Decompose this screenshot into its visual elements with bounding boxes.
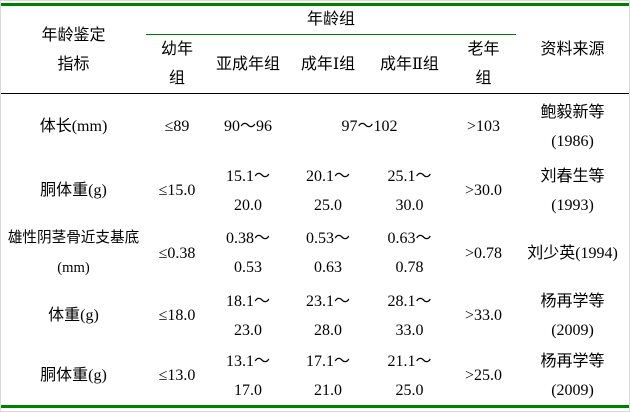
value-cell-subadult: 15.1～ 20.0 xyxy=(225,167,270,214)
value-cell-adult1: 23.1～ 28.0 xyxy=(305,292,350,339)
value-cell-subadult: 0.38～ 0.53 xyxy=(225,230,270,276)
value-cell-adult-merged: 97～102 xyxy=(341,118,398,136)
value-cell-old: >30.0 xyxy=(465,182,503,199)
row-indicator-cell: 胴体重(g) xyxy=(40,367,107,384)
header-row-subcolumns: 幼年 组 亚成年组 成年Ⅰ组 成年Ⅱ组 老年 组 xyxy=(1,34,629,94)
value-cell-subadult: 18.1～ 23.0 xyxy=(225,292,270,339)
age-identification-table: 年龄鉴定 指标 年龄组 资料来源 幼年 组 亚成年组 成年Ⅰ组 成年Ⅱ组 老年 … xyxy=(1,3,629,408)
header-col-adult1: 成年Ⅰ组 xyxy=(288,34,368,94)
source-cell: 刘春生等 (1993) xyxy=(540,167,605,214)
value-cell-adult2: 25.1～ 30.0 xyxy=(387,167,432,214)
value-cell-old: >25.0 xyxy=(465,367,503,384)
row-indicator-cell: 体重(g) xyxy=(48,307,99,324)
value-cell-subadult: 13.1～ 17.0 xyxy=(225,352,270,399)
value-cell-old: >0.78 xyxy=(465,244,503,262)
value-cell-old: >33.0 xyxy=(465,307,503,324)
source-cell: 杨再学等 (2009) xyxy=(540,292,605,339)
source-cell: 鲍毅新等 (1986) xyxy=(540,103,605,150)
value-cell-juvenile: ≤89 xyxy=(164,118,190,136)
row-indicator-cell: 胴体重(g) xyxy=(40,182,107,199)
header-source: 资料来源 xyxy=(516,4,629,94)
source-cell: 刘少英(1994) xyxy=(527,244,618,262)
value-cell-old: >103 xyxy=(467,118,501,136)
value-cell-juvenile: ≤18.0 xyxy=(158,307,196,324)
table-row-carcass-weight-1: 胴体重(g) ≤15.0 15.1～ 20.0 20.1～ 25.0 25.1～… xyxy=(1,160,629,222)
header-col-adult2: 成年Ⅱ组 xyxy=(368,34,451,94)
header-age-group: 年龄组 xyxy=(146,4,517,35)
table-row-body-length: 体长(mm) ≤89 90～96 97～102 >103 鲍毅新等 (1986) xyxy=(1,94,629,160)
value-cell-adult1: 0.53～ 0.63 xyxy=(305,230,350,276)
table-row-body-weight: 体重(g) ≤18.0 18.1～ 23.0 23.1～ 28.0 28.1～ … xyxy=(1,285,629,347)
value-cell-adult2: 28.1～ 33.0 xyxy=(387,292,432,339)
row-indicator-cell: 体长(mm) xyxy=(39,118,108,136)
value-cell-juvenile: ≤13.0 xyxy=(158,367,196,384)
header-col-subadult: 亚成年组 xyxy=(208,34,288,94)
header-indicator: 年龄鉴定 指标 xyxy=(1,4,146,94)
value-cell-adult2: 21.1～ 25.0 xyxy=(387,352,432,399)
row-indicator-cell: 雄性阴茎骨近支基底 (mm) xyxy=(7,230,140,276)
table-row-baculum-base: 雄性阴茎骨近支基底 (mm) ≤0.38 0.38～ 0.53 0.53～ 0.… xyxy=(1,222,629,285)
header-col-juvenile: 幼年 组 xyxy=(146,34,208,94)
header-row-top: 年龄鉴定 指标 年龄组 资料来源 xyxy=(1,4,629,94)
value-cell-adult1: 20.1～ 25.0 xyxy=(305,167,350,214)
header-col-old: 老年 组 xyxy=(451,34,517,94)
table-row-carcass-weight-2: 胴体重(g) ≤13.0 13.1～ 17.0 17.1～ 21.0 21.1～… xyxy=(1,347,629,407)
value-cell-juvenile: ≤0.38 xyxy=(158,244,196,262)
value-cell-juvenile: ≤15.0 xyxy=(158,182,196,199)
value-cell-adult1: 17.1～ 21.0 xyxy=(305,352,350,399)
value-cell-adult2: 0.63～ 0.78 xyxy=(387,230,432,276)
value-cell-subadult: 90～96 xyxy=(223,118,272,136)
source-cell: 杨再学等 (2009) xyxy=(540,352,605,399)
